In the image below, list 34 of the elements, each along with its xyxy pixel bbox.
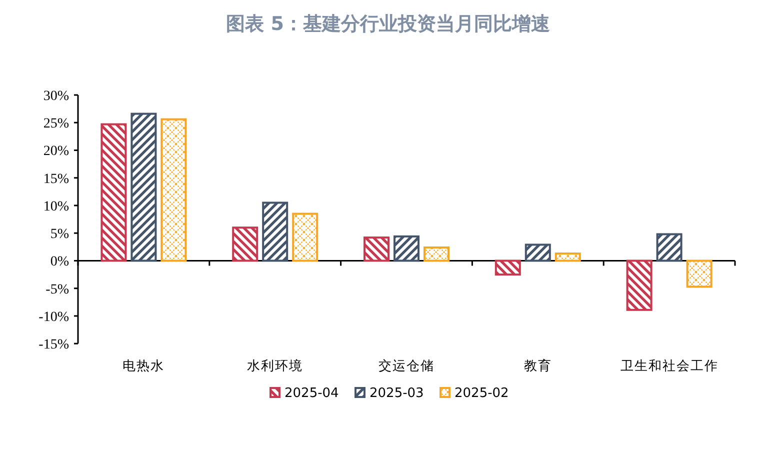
y-tick-label: 20%: [43, 144, 70, 160]
y-tick-label: -10%: [38, 310, 70, 325]
bar: [656, 233, 682, 262]
bar: [262, 202, 288, 262]
bar: [292, 212, 318, 262]
y-tick-label: 15%: [43, 172, 70, 187]
bar: [160, 118, 187, 262]
bar: [686, 260, 712, 288]
legend-label: 2025-03: [370, 386, 424, 401]
y-tick-label: -15%: [38, 338, 70, 353]
legend-label: 2025-02: [454, 386, 509, 401]
y-tick-label: 30%: [43, 89, 70, 104]
bar: [626, 260, 652, 311]
bar: [394, 235, 420, 262]
bar: [554, 252, 581, 262]
bar: [424, 246, 450, 262]
bar: [494, 260, 521, 276]
x-tick-label: 卫生和社会工作: [620, 359, 718, 374]
bar: [364, 236, 390, 262]
x-tick-label: 电热水: [122, 359, 165, 374]
bar: [232, 226, 258, 262]
y-tick-label: 10%: [43, 199, 70, 214]
x-tick-label: 水利环境: [247, 358, 304, 374]
bar: [130, 112, 157, 262]
y-tick-label: 25%: [43, 116, 70, 132]
y-tick-label: 5%: [50, 227, 70, 242]
bar: [524, 244, 551, 262]
y-tick-label: 0%: [50, 254, 70, 270]
x-tick-label: 教育: [524, 358, 552, 374]
legend-label: 2025-04: [284, 386, 339, 401]
chart-title: 图表 5：基建分行业投资当月同比增速: [226, 13, 550, 35]
y-tick-label: -5%: [46, 282, 70, 298]
bar: [100, 123, 127, 262]
x-tick-label: 交运仓储: [378, 358, 434, 374]
